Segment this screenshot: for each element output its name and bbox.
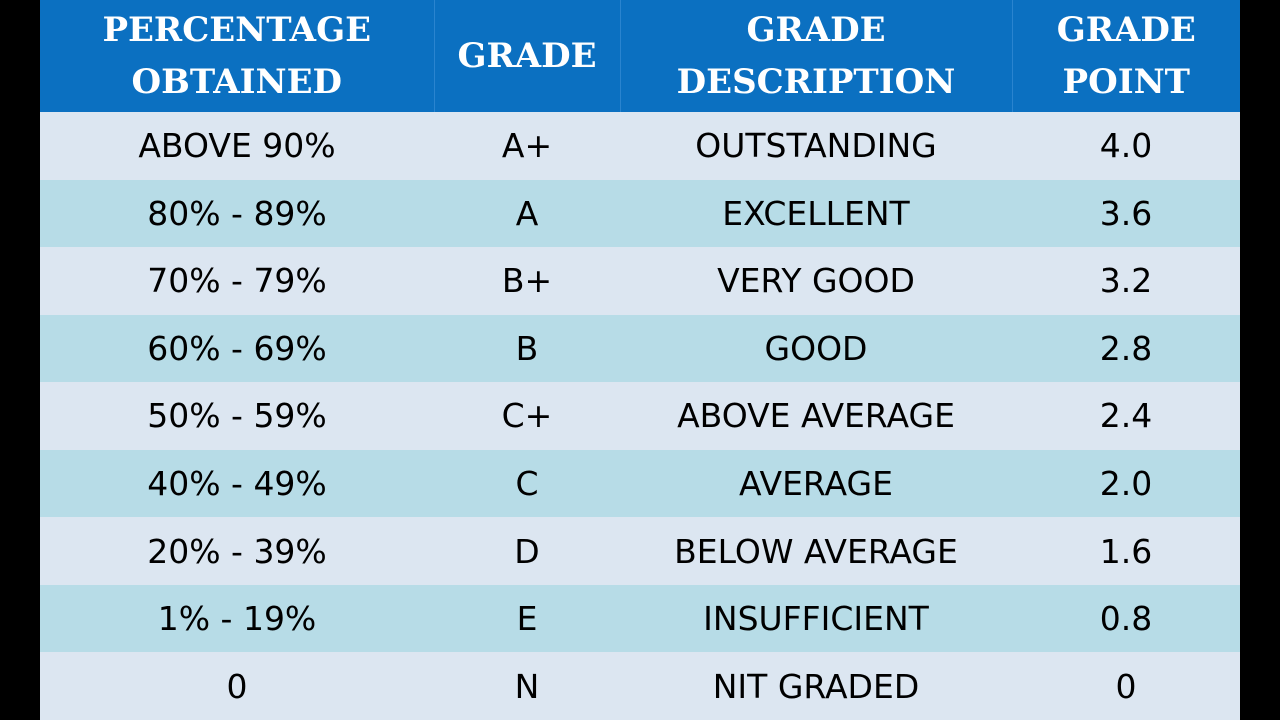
- table-row: 80% - 89% A EXCELLENT 3.6: [40, 179, 1240, 248]
- cell-grade: A: [434, 179, 620, 248]
- cell-description: OUTSTANDING: [620, 112, 1012, 180]
- cell-percentage: 80% - 89%: [40, 179, 434, 248]
- cell-point: 0: [1012, 652, 1240, 720]
- cell-point: 3.6: [1012, 179, 1240, 248]
- cell-point: 3.2: [1012, 247, 1240, 315]
- cell-percentage: 0: [40, 652, 434, 720]
- cell-point: 2.4: [1012, 382, 1240, 450]
- cell-grade: C+: [434, 382, 620, 450]
- table-row: 1% - 19% E INSUFFICIENT 0.8: [40, 584, 1240, 653]
- grade-table: PERCENTAGE OBTAINED GRADE GRADE DESCRIPT…: [40, 0, 1240, 720]
- table-row: 60% - 69% B GOOD 2.8: [40, 314, 1240, 383]
- header-grade-point: GRADE POINT: [1012, 0, 1240, 112]
- cell-percentage: 60% - 69%: [40, 314, 434, 383]
- grade-table-frame: PERCENTAGE OBTAINED GRADE GRADE DESCRIPT…: [40, 0, 1240, 720]
- cell-grade: D: [434, 517, 620, 585]
- table-row: 40% - 49% C AVERAGE 2.0: [40, 449, 1240, 518]
- cell-point: 1.6: [1012, 517, 1240, 585]
- cell-point: 2.8: [1012, 314, 1240, 383]
- cell-percentage: ABOVE 90%: [40, 112, 434, 180]
- cell-percentage: 20% - 39%: [40, 517, 434, 585]
- cell-grade: N: [434, 652, 620, 720]
- cell-grade: B+: [434, 247, 620, 315]
- cell-description: AVERAGE: [620, 449, 1012, 518]
- cell-grade: A+: [434, 112, 620, 180]
- table-row: 0 N NIT GRADED 0: [40, 652, 1240, 720]
- table-row: 20% - 39% D BELOW AVERAGE 1.6: [40, 517, 1240, 585]
- header-percentage-obtained: PERCENTAGE OBTAINED: [40, 0, 435, 112]
- cell-grade: E: [434, 584, 620, 653]
- cell-percentage: 1% - 19%: [40, 584, 434, 653]
- cell-description: GOOD: [620, 314, 1012, 383]
- header-row: PERCENTAGE OBTAINED GRADE GRADE DESCRIPT…: [40, 0, 1240, 112]
- cell-description: VERY GOOD: [620, 247, 1012, 315]
- header-grade: GRADE: [434, 0, 621, 112]
- table-body: ABOVE 90% A+ OUTSTANDING 4.0 80% - 89% A…: [40, 112, 1240, 720]
- cell-description: EXCELLENT: [620, 179, 1012, 248]
- cell-point: 2.0: [1012, 449, 1240, 518]
- table-row: 50% - 59% C+ ABOVE AVERAGE 2.4: [40, 382, 1240, 450]
- cell-description: INSUFFICIENT: [620, 584, 1012, 653]
- cell-percentage: 50% - 59%: [40, 382, 434, 450]
- table-row: 70% - 79% B+ VERY GOOD 3.2: [40, 247, 1240, 315]
- table-row: ABOVE 90% A+ OUTSTANDING 4.0: [40, 112, 1240, 180]
- cell-point: 4.0: [1012, 112, 1240, 180]
- cell-percentage: 40% - 49%: [40, 449, 434, 518]
- header-grade-description: GRADE DESCRIPTION: [620, 0, 1013, 112]
- cell-grade: C: [434, 449, 620, 518]
- cell-description: ABOVE AVERAGE: [620, 382, 1012, 450]
- cell-description: NIT GRADED: [620, 652, 1012, 720]
- cell-point: 0.8: [1012, 584, 1240, 653]
- cell-description: BELOW AVERAGE: [620, 517, 1012, 585]
- cell-percentage: 70% - 79%: [40, 247, 434, 315]
- cell-grade: B: [434, 314, 620, 383]
- table-header: PERCENTAGE OBTAINED GRADE GRADE DESCRIPT…: [40, 0, 1240, 112]
